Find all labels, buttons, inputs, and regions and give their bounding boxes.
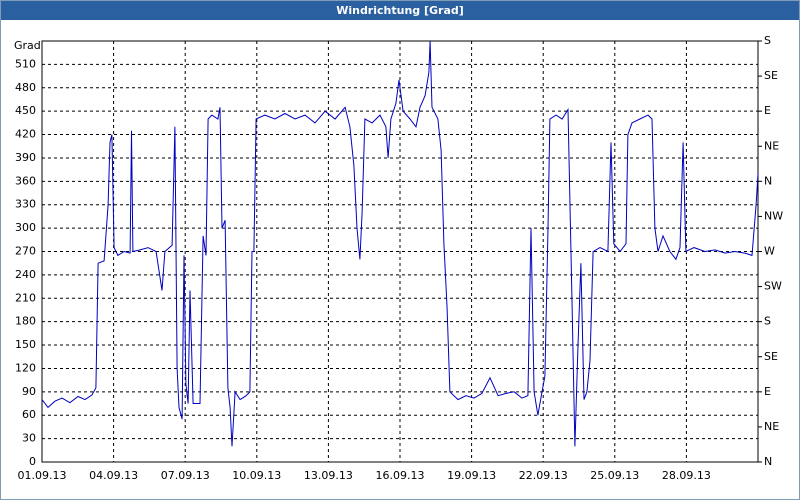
y-tick-label: 150 <box>15 338 36 351</box>
data-line <box>41 40 759 447</box>
y-axis-label: Grad <box>14 39 41 52</box>
y-tick-label: 60 <box>22 408 36 421</box>
y-tick-label: 180 <box>15 315 36 328</box>
y-tick-label: 30 <box>22 432 36 445</box>
y-tick-label: 420 <box>15 128 36 141</box>
y2-tick-label: N <box>764 455 772 468</box>
y2-tick-label: E <box>764 104 771 117</box>
y-tick-label: 0 <box>29 455 36 468</box>
title-bar <box>1 1 799 20</box>
chart-title: Windrichtung [Grad] <box>336 4 464 17</box>
x-tick-label: 28.09.13 <box>662 469 711 482</box>
x-tick-label: 13.09.13 <box>304 469 353 482</box>
y2-tick-label: NE <box>764 139 779 152</box>
y-tick-label: 450 <box>15 104 36 117</box>
y2-tick-label: S <box>764 34 771 47</box>
y2-tick-label: SW <box>764 280 782 293</box>
y-tick-label: 510 <box>15 57 36 70</box>
x-tick-label: 07.09.13 <box>161 469 210 482</box>
y-tick-label: 90 <box>22 385 36 398</box>
x-tick-label: 10.09.13 <box>232 469 281 482</box>
y2-tick-label: N <box>764 174 772 187</box>
y2-tick-label: NE <box>764 420 779 433</box>
y-tick-label: 120 <box>15 361 36 374</box>
y-tick-label: 210 <box>15 291 36 304</box>
y-tick-label: 240 <box>15 268 36 281</box>
x-tick-label: 22.09.13 <box>519 469 568 482</box>
y2-tick-label: S <box>764 315 771 328</box>
y-tick-label: 270 <box>15 245 36 258</box>
y2-tick-label: W <box>764 245 775 258</box>
x-tick-label: 01.09.13 <box>18 469 67 482</box>
y2-tick-label: NW <box>764 209 783 222</box>
y-tick-label: 300 <box>15 221 36 234</box>
x-tick-label: 16.09.13 <box>376 469 425 482</box>
y2-tick-label: SE <box>764 69 778 82</box>
y-tick-label: 480 <box>15 81 36 94</box>
x-tick-label: 25.09.13 <box>590 469 639 482</box>
y-tick-label: 390 <box>15 151 36 164</box>
y-tick-label: 360 <box>15 174 36 187</box>
y2-tick-label: SE <box>764 350 778 363</box>
x-tick-label: 04.09.13 <box>89 469 138 482</box>
y-tick-label: 330 <box>15 198 36 211</box>
y2-tick-label: E <box>764 385 771 398</box>
x-tick-label: 19.09.13 <box>447 469 496 482</box>
